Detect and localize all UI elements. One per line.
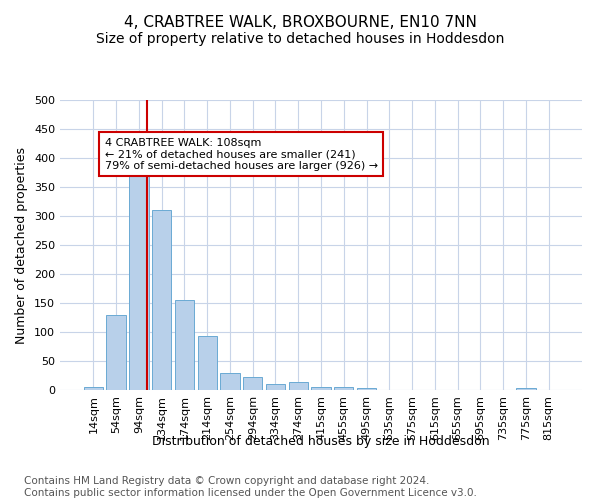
Text: Contains HM Land Registry data © Crown copyright and database right 2024.
Contai: Contains HM Land Registry data © Crown c… [24,476,477,498]
Bar [220,372,239,390]
Bar [243,377,262,390]
Bar [266,384,285,390]
Bar [197,336,217,390]
Text: Distribution of detached houses by size in Hoddesdon: Distribution of detached houses by size … [152,435,490,448]
Bar [84,386,103,390]
Bar [311,386,331,390]
Bar [334,387,353,390]
Bar [106,314,126,390]
Bar [129,156,149,390]
Bar [289,382,308,390]
Text: Size of property relative to detached houses in Hoddesdon: Size of property relative to detached ho… [96,32,504,46]
Bar [152,210,172,390]
Bar [175,300,194,390]
Bar [516,388,536,390]
Text: 4 CRABTREE WALK: 108sqm
← 21% of detached houses are smaller (241)
79% of semi-d: 4 CRABTREE WALK: 108sqm ← 21% of detache… [105,138,378,171]
Text: 4, CRABTREE WALK, BROXBOURNE, EN10 7NN: 4, CRABTREE WALK, BROXBOURNE, EN10 7NN [124,15,476,30]
Bar [357,388,376,390]
Y-axis label: Number of detached properties: Number of detached properties [16,146,28,344]
